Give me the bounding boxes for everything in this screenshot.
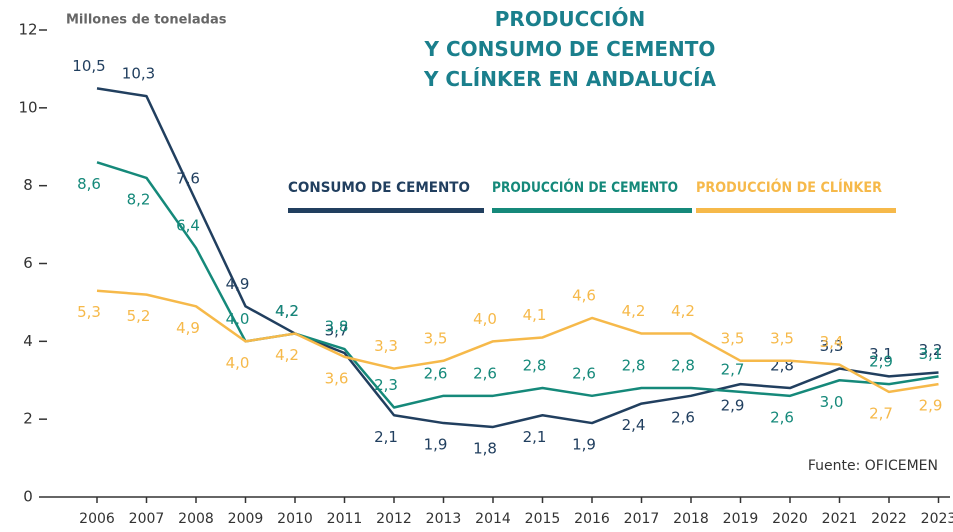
y-axis-label: Millones de toneladas [66,13,227,28]
x-tick-label: 2022 [871,511,907,527]
value-label: 2,1 [374,428,398,446]
value-label: 3,6 [325,369,349,387]
legend-swatch [288,208,484,213]
x-tick-label: 2008 [178,511,214,527]
value-label: 5,2 [127,307,151,325]
y-tick-label: 0 [23,488,33,506]
x-tick-label: 2017 [624,511,660,527]
value-label: 1,9 [424,436,448,454]
value-label: 2,6 [572,364,596,382]
chart-title: PRODUCCIÓN Y CONSUMO DE CEMENTO Y CLÍNKE… [423,7,717,91]
value-label: 4,0 [226,310,250,328]
value-label: 4,2 [622,302,646,320]
series-line [96,161,939,409]
value-label: 3,1 [919,345,943,363]
legend-label: PRODUCCIÓN DE CLÍNKER [696,178,882,196]
value-label: 3,7 [325,322,349,340]
y-tick-label: 4 [23,332,33,350]
y-tick-label: 10 [18,98,37,116]
value-label: 10,5 [72,57,105,75]
value-label: 3,8 [325,318,349,336]
legend-label: PRODUCCIÓN DE CEMENTO [492,178,678,196]
value-label: 4,2 [275,302,299,320]
value-label: 2,6 [770,408,794,426]
value-label: 3,3 [820,337,844,355]
x-tick-label: 2015 [525,511,561,527]
value-label: 8,6 [77,175,101,193]
x-tick-label: 2012 [376,511,412,527]
value-label: 2,8 [770,357,794,375]
value-label: 2,8 [671,357,695,375]
value-label: 3,5 [770,329,794,347]
value-label: 4,9 [226,275,250,293]
x-tick-label: 2010 [277,511,313,527]
x-tick-label: 2007 [129,511,165,527]
value-label: 2,8 [523,357,547,375]
value-label: 4,2 [275,346,299,364]
value-label: 2,1 [523,428,547,446]
value-label: 5,3 [77,303,101,321]
value-label: 4,2 [275,302,299,320]
value-label: 3,2 [919,341,943,359]
value-label: 3,1 [869,345,893,363]
value-label: 4,6 [572,286,596,304]
value-label: 2,3 [374,376,398,394]
value-label: 4,0 [226,354,250,372]
value-label: 2,8 [622,357,646,375]
y-tick-label: 6 [23,254,33,272]
y-tick-label: 12 [18,21,37,39]
value-label: 2,9 [869,353,893,371]
value-label: 7,6 [176,170,200,188]
x-tick-label: 2006 [79,511,115,527]
x-tick-label: 2016 [574,511,610,527]
y-tick-label: 2 [23,410,33,428]
value-label: 4,9 [176,319,200,337]
series-line [96,289,939,394]
x-tick-label: 2023 [921,511,953,527]
source: Fuente: OFICEMEN [808,458,938,474]
value-label: 6,4 [176,216,200,234]
value-label: 3,4 [820,333,844,351]
legend-swatch [696,208,896,213]
x-tick-label: 2011 [327,511,363,527]
value-label: 1,9 [572,436,596,454]
value-label: 2,6 [473,364,497,382]
value-label: 10,3 [122,65,155,83]
value-label: 2,7 [869,404,893,422]
legend-label: CONSUMO DE CEMENTO [288,180,470,196]
series-line [96,87,939,429]
value-label: 2,9 [919,397,943,415]
value-label: 8,2 [127,190,151,208]
y-tick-label: 8 [23,176,33,194]
value-label: 3,0 [820,393,844,411]
x-tick-label: 2019 [723,511,759,527]
x-tick-label: 2009 [228,511,264,527]
value-label: 4,0 [473,310,497,328]
value-label: 3,5 [721,329,745,347]
legend-swatch [492,208,692,213]
value-label: 4,2 [671,302,695,320]
x-tick-label: 2018 [673,511,709,527]
value-label: 2,6 [424,364,448,382]
value-label: 1,8 [473,439,497,457]
x-tick-label: 2013 [426,511,462,527]
value-label: 2,6 [671,408,695,426]
value-label: 2,7 [721,360,745,378]
value-label: 3,5 [424,329,448,347]
value-label: 2,4 [622,416,646,434]
value-label: 2,9 [721,397,745,415]
x-tick-label: 2020 [772,511,808,527]
value-label: 4,1 [523,306,547,324]
x-tick-label: 2014 [475,511,511,527]
x-tick-label: 2021 [822,511,858,527]
value-label: 3,3 [374,337,398,355]
